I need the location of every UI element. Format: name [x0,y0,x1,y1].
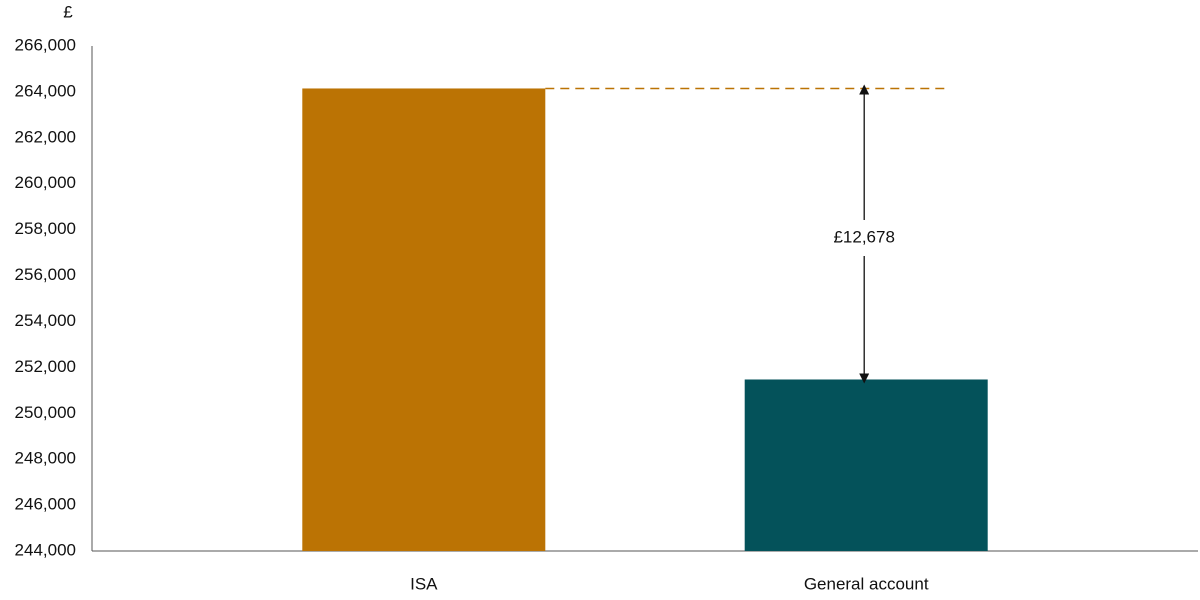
y-tick-label: 250,000 [15,403,76,422]
y-tick-label: 260,000 [15,173,76,192]
y-tick-label: 258,000 [15,219,76,238]
y-tick-label: 256,000 [15,265,76,284]
y-tick-label: 244,000 [15,540,76,559]
y-axis-label: £ [63,2,73,21]
x-tick-label: ISA [410,574,438,593]
bar [744,379,988,551]
y-tick-label: 246,000 [15,495,76,514]
y-tick-label: 248,000 [15,449,76,468]
y-tick-label: 264,000 [15,81,76,100]
x-tick-label: General account [804,574,929,593]
y-tick-label: 254,000 [15,311,76,330]
y-tick-label: 266,000 [15,35,76,54]
annotation: £12,678 [833,227,894,246]
y-tick-label: 252,000 [15,357,76,376]
bar [302,88,546,551]
y-tick-label: 262,000 [15,127,76,146]
